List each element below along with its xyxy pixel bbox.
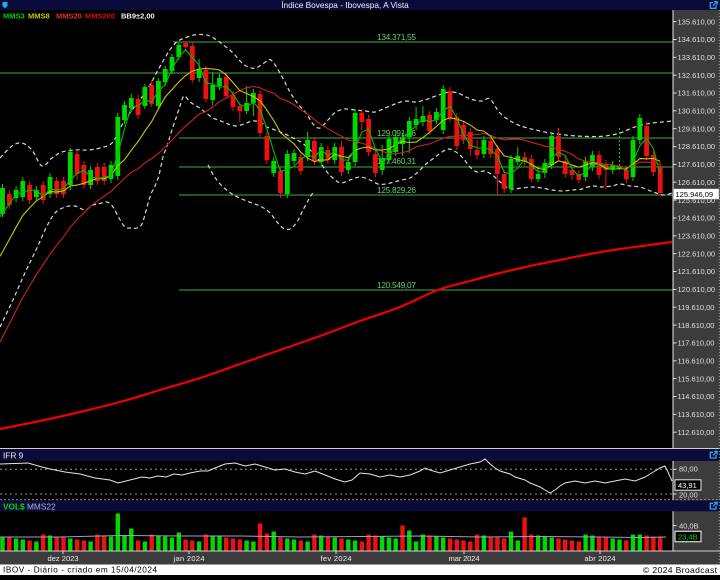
svg-text:129.610,00: 129.610,00 [678, 124, 716, 133]
svg-text:127.460,31: 127.460,31 [377, 156, 416, 166]
svg-text:132.610,00: 132.610,00 [678, 71, 716, 80]
svg-text:MMS3: MMS3 [3, 12, 25, 21]
svg-text:129.091,36: 129.091,36 [377, 128, 416, 138]
svg-text:112.610,00: 112.610,00 [678, 428, 715, 437]
svg-text:MMS22: MMS22 [27, 501, 56, 511]
svg-text:BB9±2,00: BB9±2,00 [121, 12, 155, 21]
svg-text:23,4B: 23,4B [678, 532, 698, 541]
svg-text:VOL$: VOL$ [3, 501, 25, 511]
svg-text:130.610,00: 130.610,00 [678, 107, 716, 116]
svg-text:mar 2024: mar 2024 [449, 554, 480, 563]
svg-text:127.610,00: 127.610,00 [678, 160, 716, 169]
svg-text:IFR 9: IFR 9 [3, 451, 24, 461]
svg-text:© 2024 Broadcast: © 2024 Broadcast [643, 565, 718, 575]
svg-text:125.610,00: 125.610,00 [678, 196, 716, 205]
svg-text:abr 2024: abr 2024 [585, 554, 616, 563]
svg-text:135.610,00: 135.610,00 [678, 17, 716, 26]
svg-text:jan 2024: jan 2024 [173, 554, 205, 563]
svg-text:Índice Bovespa - Ibovespa, A V: Índice Bovespa - Ibovespa, A Vista [281, 0, 409, 10]
svg-text:113.610,00: 113.610,00 [678, 410, 715, 419]
svg-text:122.610,00: 122.610,00 [678, 249, 716, 258]
svg-text:117.610,00: 117.610,00 [678, 339, 715, 348]
svg-text:128.610,00: 128.610,00 [678, 142, 716, 151]
svg-text:20,00: 20,00 [679, 491, 698, 500]
svg-text:43,91: 43,91 [678, 481, 697, 490]
svg-text:MMS8: MMS8 [28, 12, 50, 21]
svg-text:120.549,07: 120.549,07 [377, 280, 416, 290]
svg-text:80,00: 80,00 [679, 465, 698, 474]
svg-text:125.946,09: 125.946,09 [676, 190, 714, 199]
svg-text:116.610,00: 116.610,00 [678, 357, 715, 366]
svg-text:134.371,55: 134.371,55 [377, 32, 416, 42]
svg-text:40,0B: 40,0B [679, 521, 699, 530]
svg-text:118.610,00: 118.610,00 [678, 321, 715, 330]
svg-text:114.610,00: 114.610,00 [678, 392, 715, 401]
svg-text:MMS200: MMS200 [85, 12, 115, 21]
svg-text:120.610,00: 120.610,00 [678, 285, 716, 294]
svg-text:119.610,00: 119.610,00 [678, 303, 715, 312]
svg-text:dez 2023: dez 2023 [48, 554, 79, 563]
svg-text:124.610,00: 124.610,00 [678, 214, 716, 223]
svg-text:133.610,00: 133.610,00 [678, 53, 716, 62]
svg-text:121.610,00: 121.610,00 [678, 267, 716, 276]
svg-text:131.610,00: 131.610,00 [678, 89, 716, 98]
svg-text:IBOV - Diário - criado em 15/0: IBOV - Diário - criado em 15/04/2024 [3, 566, 157, 575]
svg-text:134.610,00: 134.610,00 [678, 35, 716, 44]
svg-text:MMS20: MMS20 [56, 12, 82, 21]
svg-text:125.829,26: 125.829,26 [377, 185, 416, 195]
svg-text:fev 2024: fev 2024 [321, 554, 352, 563]
svg-text:123.610,00: 123.610,00 [678, 232, 716, 241]
svg-text:115.610,00: 115.610,00 [678, 374, 715, 383]
svg-text:126.610,00: 126.610,00 [678, 178, 716, 187]
